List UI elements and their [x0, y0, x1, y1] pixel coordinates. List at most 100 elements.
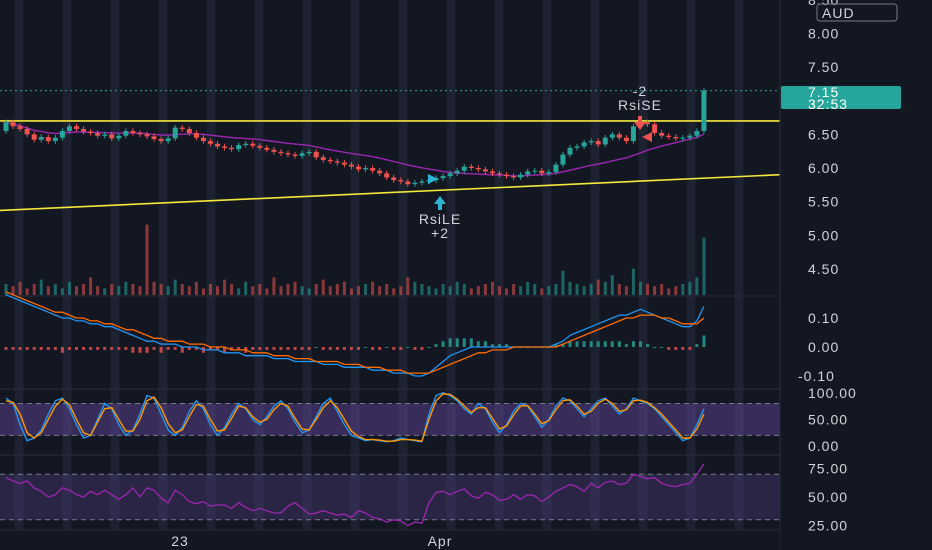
macd-histogram-bar [321, 347, 325, 350]
candle-body [52, 137, 58, 142]
price-tick-label: 5.00 [808, 227, 839, 243]
macd-histogram-bar [32, 347, 36, 350]
volume-bar [441, 284, 445, 295]
candle [130, 128, 136, 136]
macd-histogram-bar [378, 347, 382, 350]
candle-body [334, 161, 340, 163]
sell-signal-label: RsiSE [618, 97, 662, 113]
last-price-tag [781, 86, 901, 109]
candle [384, 170, 390, 181]
candle-body [384, 173, 390, 178]
candle [306, 149, 312, 156]
candle [299, 150, 305, 159]
macd-histogram-bar [498, 344, 501, 347]
macd-histogram-bar [82, 347, 86, 350]
buy-signal-label: RsiLE [419, 211, 461, 227]
candle-body [539, 170, 545, 174]
macd-histogram-bar [364, 347, 368, 348]
candle-body [652, 124, 658, 134]
oscillator-bands [0, 402, 780, 521]
candle-body [694, 130, 700, 136]
macd-histogram-bar [180, 347, 184, 353]
candle [179, 124, 185, 132]
volume-bar [300, 286, 304, 295]
volume-bar [702, 237, 706, 295]
candle-body [74, 126, 79, 129]
volume-bar [526, 281, 530, 295]
macd-histogram-bar [490, 344, 494, 347]
price-tick-label: 7.50 [808, 59, 839, 75]
volume-bar [540, 288, 544, 295]
macd-histogram-bar [110, 347, 114, 350]
macd-histogram-bar [349, 347, 353, 350]
candle-body [10, 122, 16, 127]
candle [553, 161, 559, 175]
volume-bar [603, 281, 607, 295]
candle-body [348, 164, 354, 167]
candle-body [327, 159, 333, 162]
volume-bar [4, 284, 8, 295]
entry-marker-icon [428, 174, 438, 184]
volume-bar [596, 279, 600, 295]
macd-histogram-bar [89, 347, 93, 350]
volume-bar [399, 286, 403, 295]
macd-histogram-bar [258, 347, 262, 350]
candle-body [511, 176, 517, 178]
macd-histogram-bar [371, 347, 375, 350]
candle-body [489, 171, 495, 174]
volume-bar [568, 281, 572, 295]
candle [363, 165, 369, 173]
candlestick-series[interactable] [3, 87, 707, 187]
macd-histogram-bar [575, 341, 579, 347]
trendlines[interactable] [0, 120, 781, 212]
candle-body [623, 137, 629, 142]
volume-bar [519, 286, 523, 295]
rsi-line [5, 463, 705, 527]
candle [45, 134, 51, 144]
candle [645, 119, 651, 127]
macd-histogram-bar [667, 347, 671, 350]
volume-bar [582, 286, 586, 295]
volume-bar [512, 284, 516, 295]
macd-histogram-bar [293, 347, 297, 350]
candle-body [123, 130, 129, 136]
volume-bar [505, 288, 509, 295]
candle [405, 178, 411, 187]
macd-histogram-bar [265, 347, 269, 350]
macd-histogram-bar [145, 347, 149, 353]
candle [257, 143, 263, 151]
candle [356, 163, 361, 173]
candle-body [257, 145, 263, 148]
candle [38, 134, 44, 143]
stochastic-tick-label: 50.00 [808, 411, 848, 427]
candle [102, 131, 108, 139]
volume-bar [420, 284, 424, 295]
candle [52, 135, 58, 144]
candle-body [59, 130, 65, 138]
volume-bar [67, 281, 71, 295]
candle-body [546, 172, 552, 174]
candle-body [116, 135, 122, 139]
macd-line [5, 294, 705, 377]
stochastic-tick-label: 100.00 [808, 385, 857, 401]
sell-arrow-stem [638, 116, 642, 123]
volume-bar [674, 286, 678, 295]
candle-body [215, 143, 220, 147]
macd-histogram-bar [660, 347, 664, 348]
macd-histogram-bar [173, 347, 177, 350]
candle-body [645, 122, 651, 125]
candle [17, 123, 23, 132]
candle [525, 168, 531, 178]
macd-histogram-bar [688, 347, 692, 350]
candle [370, 165, 376, 174]
candle-body [398, 180, 404, 182]
candle-body [278, 151, 284, 154]
candle-body [299, 153, 305, 156]
macd-histogram-bar [237, 347, 241, 350]
candle-body [285, 153, 291, 155]
macd-histogram-bar [166, 347, 170, 350]
support-trendline[interactable] [0, 173, 781, 212]
candle [377, 168, 383, 177]
candle [215, 141, 220, 150]
